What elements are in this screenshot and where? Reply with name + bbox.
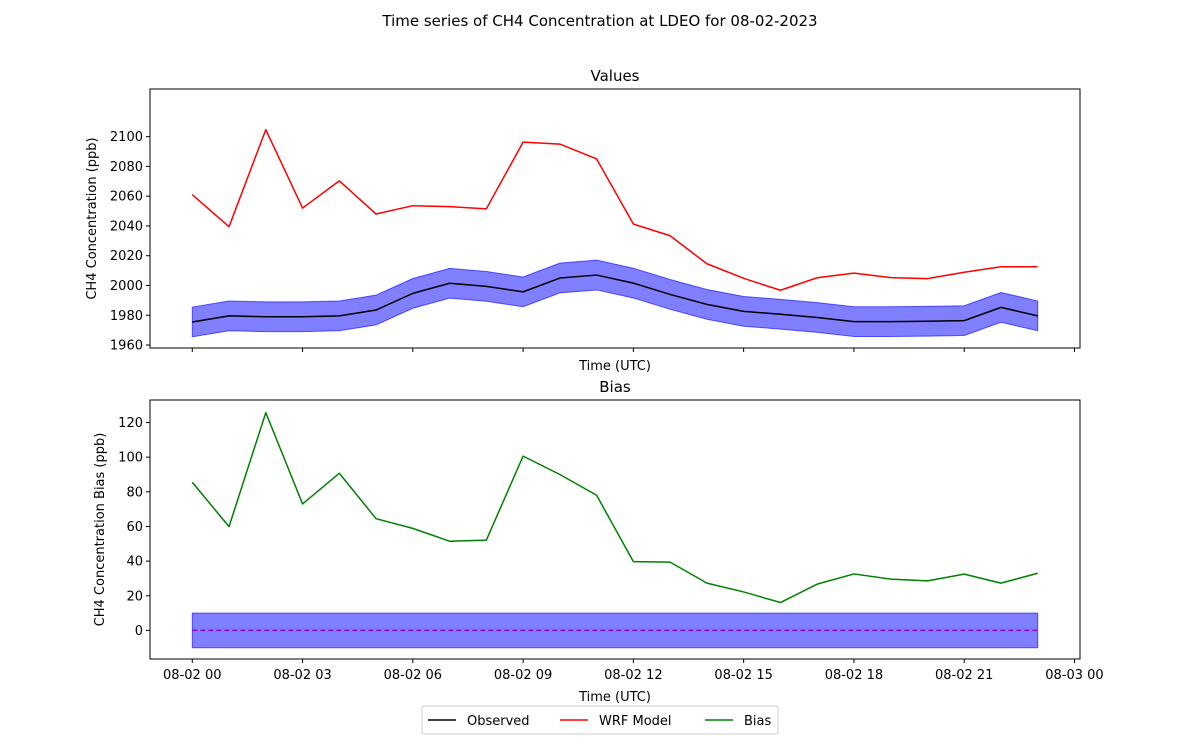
values-y-tick-label: 1980 — [110, 309, 143, 324]
values-series-wrf-model — [191, 128, 1038, 291]
bias-y-tick-label: 80 — [126, 485, 143, 500]
bias-y-axis-label: CH4 Concentration Bias (ppb) — [93, 433, 108, 627]
values-x-axis-label: Time (UTC) — [578, 359, 651, 374]
values-axes-title: Values — [590, 67, 639, 85]
values-uncertainty-band — [191, 259, 1039, 338]
bias-axes: 08-02 00 08-02 03 08-02 06 08-02 09 08-02 12… — [93, 378, 1104, 705]
bias-axes-frame — [149, 399, 1081, 660]
values-y-tick-label: 2060 — [110, 190, 143, 205]
values-y-tick-label: 2080 — [110, 160, 143, 175]
bias-x-tick-label: 08-02 18 — [825, 668, 883, 683]
bias-x-tick-label: 08-02 09 — [494, 668, 552, 683]
bias-x-tick-label: 08-02 12 — [604, 668, 662, 683]
bias-uncertainty-band — [191, 612, 1039, 649]
bias-y-tick-label: 20 — [126, 589, 143, 604]
bias-y-tick-label: 40 — [126, 555, 143, 570]
bias-x-tick-label: 08-02 03 — [273, 668, 331, 683]
legend-frame — [421, 705, 779, 735]
figure-title: Time series of CH4 Concentration at LDEO… — [381, 12, 817, 30]
values-y-tick-label: 1960 — [110, 339, 143, 354]
values-axes-frame — [149, 88, 1081, 349]
bias-y-tick-label: 100 — [118, 451, 143, 466]
values-y-tick-label: 2000 — [110, 279, 143, 294]
bias-x-tick-label: 08-03 00 — [1045, 668, 1103, 683]
bias-x-tick-label: 08-02 21 — [935, 668, 993, 683]
values-series-observed — [192, 274, 1038, 323]
bias-y-tick-label: 0 — [135, 624, 143, 639]
bias-x-tick-label: 08-02 00 — [163, 668, 221, 683]
bias-x-tick-label: 08-02 15 — [714, 668, 772, 683]
bias-y-tick-label: 60 — [126, 520, 143, 535]
bias-y-tick-label: 120 — [118, 416, 143, 431]
legend: Observed WRF Model Bias — [421, 705, 779, 735]
legend-label-wrf-model: WRF Model — [599, 714, 672, 729]
bias-x-axis-label: Time (UTC) — [578, 690, 651, 705]
values-y-tick-label: 2040 — [110, 219, 143, 234]
values-y-tick-label: 2100 — [110, 130, 143, 145]
bias-x-tick-label: 08-02 06 — [384, 668, 442, 683]
legend-label-observed: Observed — [467, 714, 530, 729]
values-axes: 1960 1980 2000 2020 2040 2060 2080 2100 Values Ti… — [85, 67, 1081, 374]
values-y-axis-label: CH4 Concentration (ppb) — [85, 137, 100, 299]
bias-series-bias — [191, 411, 1038, 604]
legend-label-bias: Bias — [744, 714, 771, 729]
values-y-tick-label: 2020 — [110, 249, 143, 264]
bias-axes-title: Bias — [599, 378, 631, 396]
